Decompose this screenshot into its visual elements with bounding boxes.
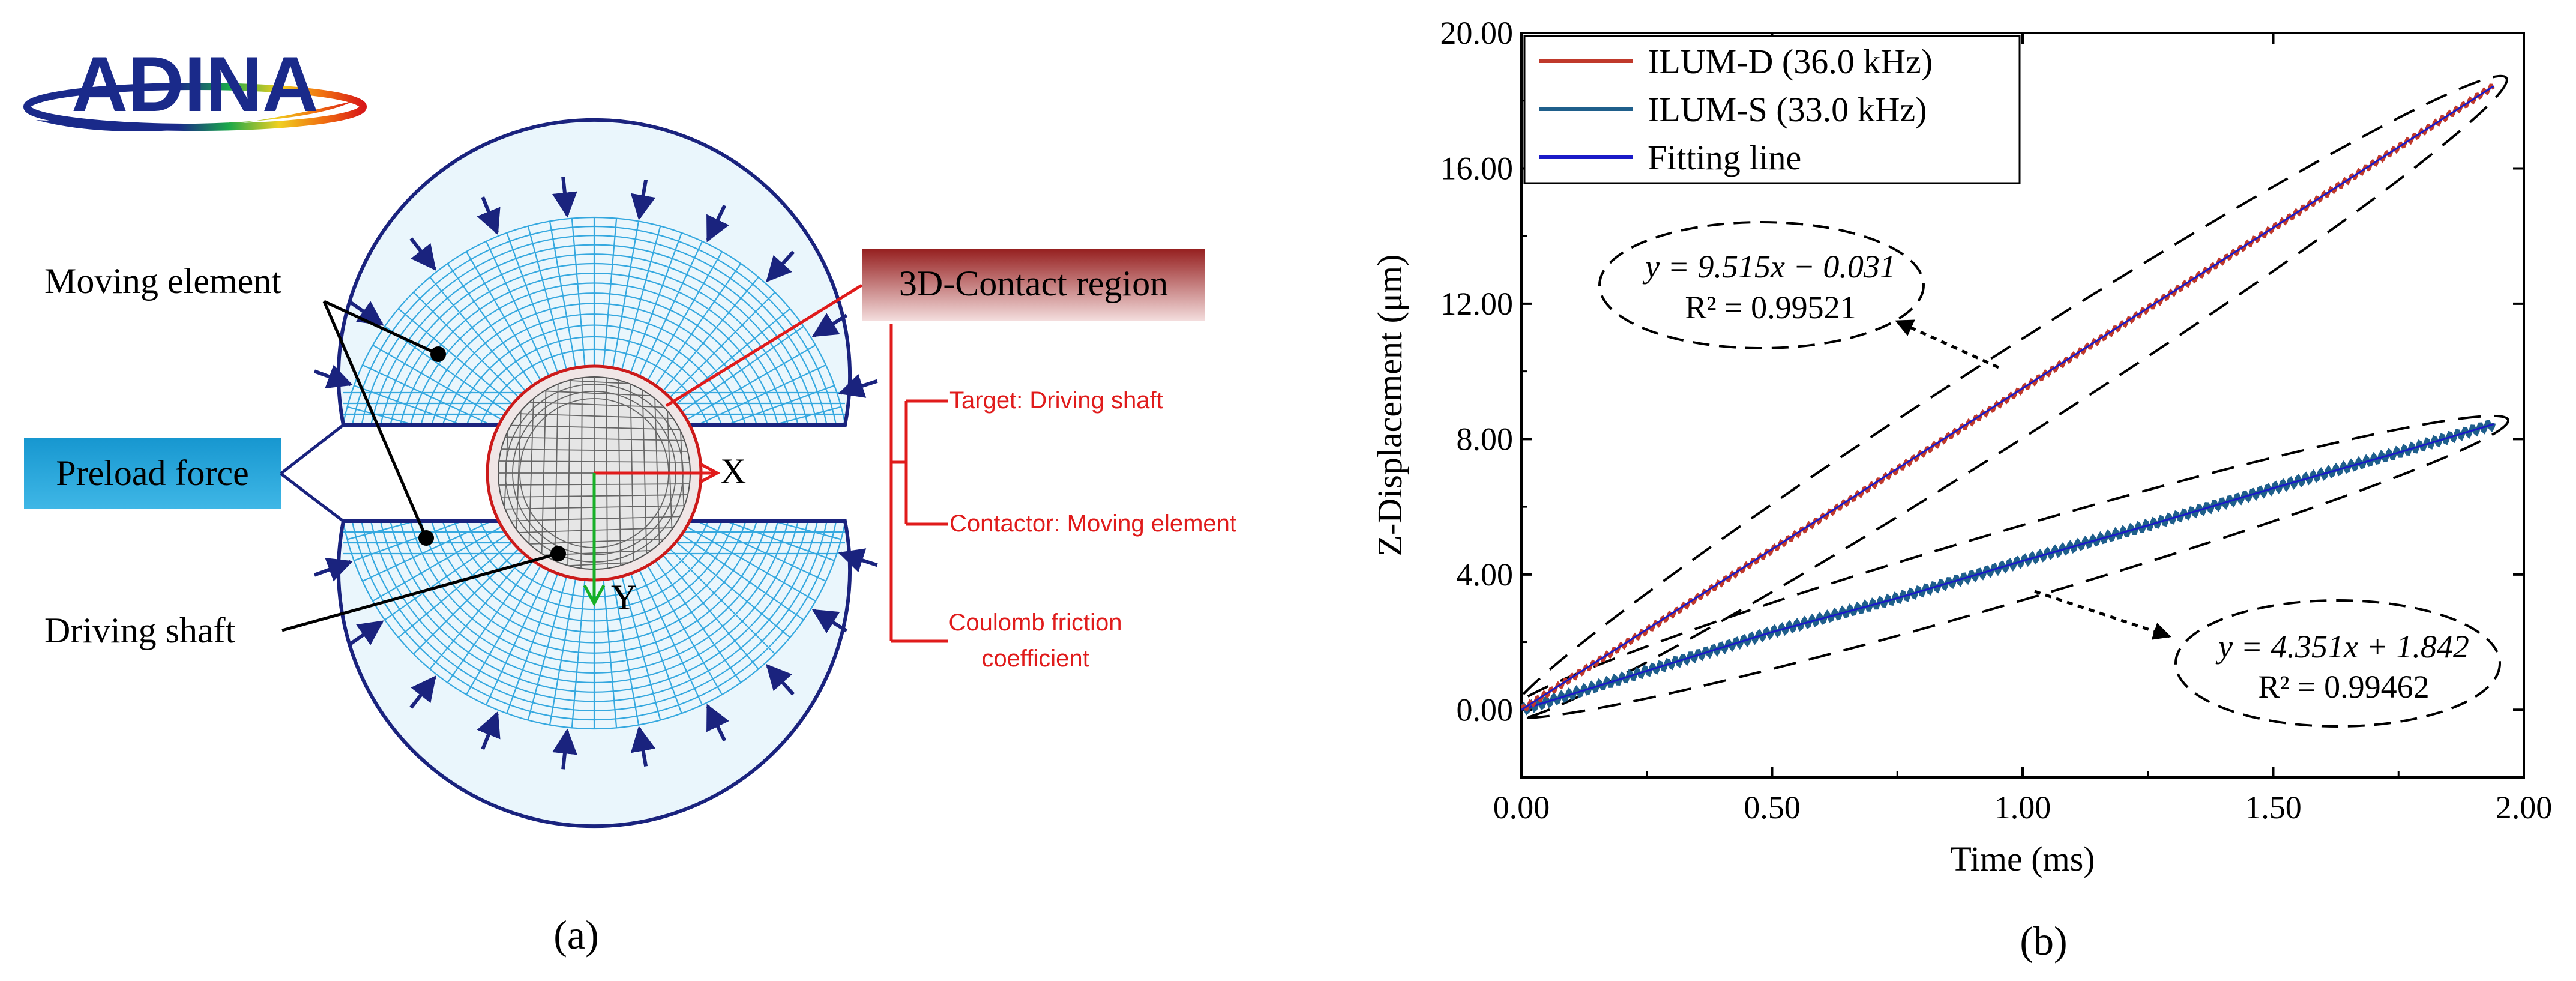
driving-shaft-dot [550,546,566,561]
fit-annotation-s: y = 4.351x + 1.842 R² = 0.99462 [2034,590,2501,728]
contactor-label: Contactor: Moving element [949,510,1236,537]
fit-d-r2: R² = 0.99521 [1685,289,1856,325]
y-axis-label: Y [611,578,637,617]
fit-s-r2: R² = 0.99462 [2258,669,2429,705]
fit-d-pointer [1895,319,2000,369]
y-tick-label: 0.00 [1457,692,1514,728]
series-line-0 [1521,83,2495,711]
friction-label-line2: coefficient [981,645,1089,672]
preload-arrow [838,373,878,398]
preload-arrow [706,204,729,243]
friction-label-line1: Coulomb friction [948,609,1122,636]
adina-logo: ADINA [23,40,367,131]
target-label: Target: Driving shaft [949,387,1163,414]
fit-s-pointer [2034,590,2171,640]
preload-arrow [552,728,577,770]
preload-arrow [630,180,656,220]
moving-element-leader-2 [322,301,428,539]
series-layer [1521,83,2496,716]
series-line-2 [1521,85,2494,711]
logo-text: ADINA [71,40,319,128]
contact-region-leader [665,283,863,408]
preload-arrow [409,675,436,709]
fit-s-equation: y = 4.351x + 1.842 [2215,629,2469,665]
preload-arrow [313,364,353,389]
preload-force-box [24,438,281,509]
legend-label: ILUM-D (36.0 kHz) [1648,42,1933,81]
preload-arrow [811,609,848,633]
preload-arrow [706,704,729,742]
preload-leader [280,424,345,522]
x-tick-label: 2.00 [2496,789,2553,826]
preload-arrow [477,711,501,750]
preload-arrow [811,313,848,337]
axes: 0.00 0.50 1.00 1.50 2.00 0.00 4.00 8.00 12.00 16.… [1440,15,2553,826]
moving-element-label: Moving element [44,261,281,301]
legend: ILUM-D (36.0 kHz) ILUM-S (33.0 kHz) Fittin… [1523,35,2021,184]
contact-region-box [862,249,1205,321]
legend-label: Fitting line [1648,138,1801,177]
preload-arrow [838,548,878,573]
x-axis-label: X [720,451,746,491]
confidence-envelopes [1521,74,2510,722]
x-axis-arrowhead [698,462,721,484]
fit-annotation-d: y = 9.515x − 0.031 R² = 0.99521 [1598,221,2000,369]
preload-arrow [630,726,656,767]
preload-arrow [349,301,384,326]
y-tick-label: 8.00 [1457,421,1514,457]
series-envelope [1521,74,2508,722]
preload-arrow [766,663,795,696]
preload-force-label: Preload force [56,453,249,493]
contact-bracket [889,324,948,643]
driving-shaft-leader [281,552,559,632]
legend-label: ILUM-S (33.0 kHz) [1648,90,1927,129]
x-tick-label: 0.00 [1493,789,1550,826]
preload-arrows [313,177,878,770]
fit-d-equation: y = 9.515x − 0.031 [1642,249,1896,285]
y-axis-arrowhead [583,584,606,607]
moving-element-leader-1 [323,300,439,356]
moving-element-dot-1 [430,346,446,362]
preload-arrow [313,557,353,582]
y-tick-label: 20.00 [1440,15,1514,51]
preload-arrow [409,237,436,271]
contact-region-label: 3D-Contact region [899,264,1168,303]
preload-arrow [477,196,501,235]
driving-shaft-label: Driving shaft [44,611,236,650]
preload-arrow [349,620,384,645]
x-axis-title: Time (ms) [1950,839,2095,878]
y-tick-label: 12.00 [1440,286,1514,322]
caption-a: (a) [553,912,598,958]
caption-b: (b) [2020,918,2067,964]
preload-arrow [552,177,577,218]
series-s-fit-line [1521,423,2494,711]
series-envelope [1521,414,2510,719]
x-tick-label: 1.00 [1994,789,2051,826]
x-tick-label: 1.50 [2245,789,2302,826]
y-tick-label: 16.00 [1440,150,1514,186]
panel-a: ADINA X Y Moving element Preload force [23,40,1236,958]
x-tick-label: 0.50 [1744,789,1801,826]
preload-arrow [766,250,795,283]
y-tick-label: 4.00 [1457,557,1514,593]
mesh-outline [337,118,852,829]
y-axis-title: Z-Displacement (μm) [1370,255,1409,557]
moving-element-dot-2 [418,530,434,546]
panel-b: 0.00 0.50 1.00 1.50 2.00 0.00 4.00 8.00 12.00 16.… [1370,15,2552,964]
